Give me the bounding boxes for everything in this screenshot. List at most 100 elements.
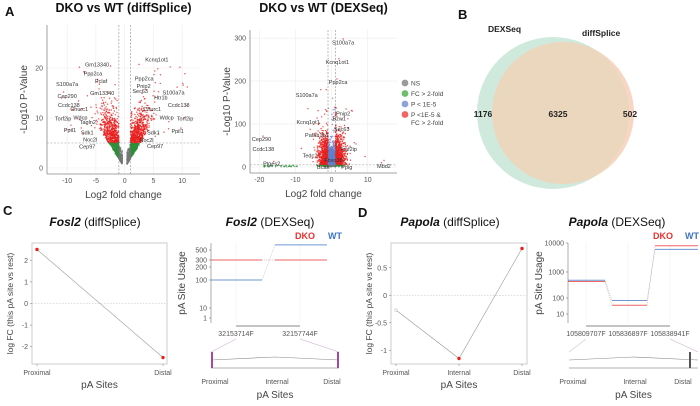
data-point bbox=[83, 71, 86, 74]
data-point bbox=[139, 139, 141, 142]
data-point bbox=[312, 161, 314, 163]
data-point bbox=[157, 132, 160, 135]
data-point bbox=[90, 124, 93, 127]
data-point bbox=[110, 102, 112, 104]
data-point bbox=[140, 121, 142, 124]
data-point bbox=[79, 109, 81, 111]
data-point bbox=[326, 129, 329, 131]
panel-label-b: B bbox=[458, 7, 467, 22]
data-point bbox=[106, 122, 108, 124]
data-point bbox=[336, 164, 338, 167]
data-point bbox=[105, 129, 108, 132]
data-point bbox=[95, 106, 98, 109]
data-point bbox=[135, 126, 138, 128]
data-point bbox=[147, 129, 149, 132]
data-point bbox=[344, 143, 347, 146]
data-point bbox=[138, 138, 140, 140]
data-point bbox=[99, 107, 101, 109]
data-point bbox=[116, 136, 119, 139]
data-point bbox=[111, 117, 114, 119]
data-point bbox=[107, 132, 109, 134]
data-point bbox=[148, 122, 150, 125]
data-point bbox=[138, 110, 141, 112]
data-point bbox=[104, 116, 106, 118]
data-point bbox=[346, 159, 349, 161]
data-point bbox=[339, 141, 341, 144]
data-point bbox=[133, 143, 136, 145]
chart-title: DKO vs WT (diffSplice) bbox=[55, 1, 191, 15]
x-tick-label: -10 bbox=[62, 178, 72, 185]
data-point bbox=[115, 132, 117, 134]
data-point bbox=[116, 125, 118, 127]
data-point bbox=[140, 114, 142, 116]
data-point bbox=[112, 106, 114, 108]
data-point bbox=[100, 97, 103, 99]
data-point bbox=[138, 63, 140, 66]
data-point bbox=[180, 127, 182, 129]
data-point bbox=[143, 117, 145, 119]
data-point bbox=[343, 139, 345, 141]
data-point bbox=[108, 130, 111, 132]
data-point bbox=[77, 100, 80, 102]
data-point bbox=[106, 108, 109, 110]
data-point bbox=[105, 119, 108, 121]
data-point bbox=[131, 127, 133, 129]
data-point bbox=[332, 141, 334, 143]
data-point bbox=[102, 112, 104, 114]
data-point bbox=[111, 139, 114, 141]
data-point bbox=[327, 141, 329, 143]
x-tick-label: 10 bbox=[178, 178, 186, 185]
data-point bbox=[137, 108, 139, 110]
data-point bbox=[107, 111, 109, 113]
data-point bbox=[96, 110, 98, 112]
data-point bbox=[103, 97, 105, 99]
data-point bbox=[108, 120, 111, 122]
data-point bbox=[101, 119, 103, 121]
data-point bbox=[114, 146, 117, 149]
data-point bbox=[186, 86, 188, 88]
data-point bbox=[103, 101, 105, 104]
gene-label: Ppp2ca bbox=[135, 77, 155, 83]
data-point bbox=[112, 138, 114, 140]
panel-label-c: C bbox=[3, 203, 13, 218]
data-point bbox=[117, 155, 119, 157]
data-point bbox=[152, 95, 154, 97]
data-point bbox=[117, 136, 120, 138]
x-tick-label: 0 bbox=[330, 177, 334, 184]
data-point bbox=[69, 129, 71, 131]
data-point bbox=[116, 99, 118, 102]
data-point bbox=[324, 134, 327, 137]
data-point bbox=[152, 118, 154, 121]
data-point bbox=[137, 135, 139, 138]
data-point bbox=[107, 117, 109, 120]
data-point bbox=[321, 129, 323, 132]
data-point bbox=[179, 66, 181, 68]
data-point bbox=[144, 130, 146, 133]
data-point bbox=[107, 140, 109, 142]
data-point bbox=[102, 118, 104, 121]
data-point bbox=[134, 138, 136, 141]
data-point bbox=[109, 131, 112, 133]
data-point bbox=[134, 145, 137, 148]
data-point bbox=[133, 128, 135, 130]
data-point bbox=[65, 129, 67, 131]
data-point bbox=[139, 141, 141, 144]
data-point bbox=[143, 98, 146, 100]
data-point bbox=[128, 158, 130, 161]
gene-label: Noc2l bbox=[83, 138, 97, 144]
data-point bbox=[139, 131, 141, 133]
data-point bbox=[150, 115, 153, 118]
data-point bbox=[145, 124, 147, 126]
data-point bbox=[157, 68, 159, 70]
data-point bbox=[183, 117, 185, 119]
data-point bbox=[114, 120, 116, 122]
data-point bbox=[113, 133, 115, 135]
data-point bbox=[343, 142, 346, 144]
data-point bbox=[105, 122, 107, 125]
data-point bbox=[147, 119, 149, 121]
gene-label: Cep97 bbox=[147, 144, 163, 150]
data-point bbox=[144, 111, 146, 113]
data-point bbox=[109, 133, 111, 135]
data-point bbox=[184, 73, 186, 75]
data-point bbox=[144, 115, 146, 118]
